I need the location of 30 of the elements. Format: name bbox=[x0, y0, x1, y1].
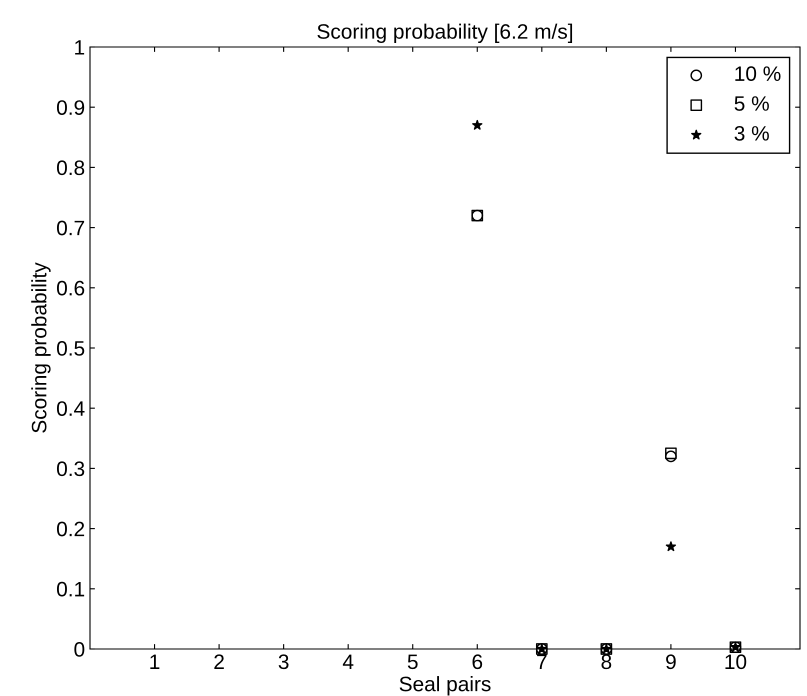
point bbox=[665, 448, 677, 460]
x-tick-label: 9 bbox=[666, 654, 676, 670]
point bbox=[666, 541, 676, 552]
legend-label: 3 % bbox=[734, 126, 769, 141]
y-tick-label: 0.3 bbox=[56, 461, 84, 476]
x-tick-label: 5 bbox=[408, 654, 418, 670]
y-tick-label: 0.7 bbox=[56, 220, 84, 236]
y-axis-title: Scoring probability bbox=[31, 262, 51, 433]
x-tick-label: 7 bbox=[537, 654, 547, 669]
x-axis-title: Seal pairs bbox=[400, 676, 491, 696]
y-tick-label: 0.9 bbox=[56, 100, 84, 115]
x-tick-label: 8 bbox=[601, 654, 612, 670]
legend-label: 5 % bbox=[734, 96, 769, 111]
legend-label: 10 % bbox=[735, 66, 781, 82]
x-tick-label: 3 bbox=[278, 654, 289, 670]
y-tick-label: 1 bbox=[75, 40, 84, 55]
y-tick-label: 0.2 bbox=[56, 522, 84, 536]
x-tick-label: 6 bbox=[472, 654, 482, 670]
x-tick-label: 1 bbox=[150, 654, 160, 669]
y-tick-label: 0.6 bbox=[56, 280, 84, 296]
y-tick-label: 0.1 bbox=[56, 582, 84, 597]
y-tick-label: 0 bbox=[74, 642, 84, 657]
y-tick-label: 0.8 bbox=[56, 160, 84, 176]
y-tick-label: 0.4 bbox=[56, 401, 85, 416]
point bbox=[472, 120, 482, 130]
x-tick-label: 10 bbox=[725, 654, 746, 670]
x-tick-label: 4 bbox=[342, 654, 354, 669]
y-tick-label: 0.5 bbox=[56, 341, 84, 356]
chart-title: Scoring probability [6.2 m/s] bbox=[317, 24, 572, 43]
x-tick-label: 2 bbox=[214, 654, 224, 669]
